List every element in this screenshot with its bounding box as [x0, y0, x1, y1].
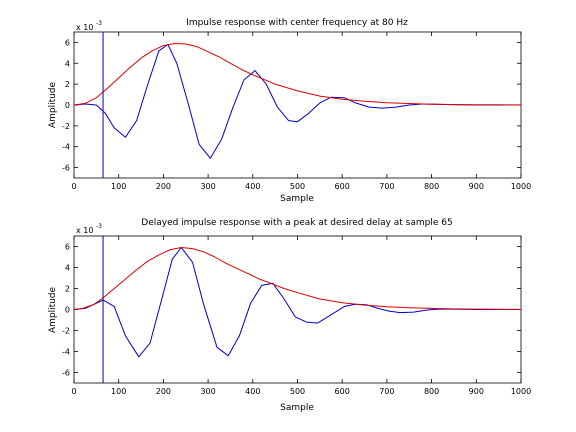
- y-tick-label: -4: [62, 143, 70, 152]
- top-plot-title: Impulse response with center frequency a…: [186, 18, 408, 28]
- y-tick-label: 2: [65, 285, 70, 294]
- x-tick-label: 1000: [511, 387, 531, 396]
- x-tick-label: 800: [424, 387, 439, 396]
- bottom-y-exponent: x 10 -3: [76, 223, 102, 235]
- x-tick-label: 900: [469, 182, 484, 191]
- y-tick-label: -6: [62, 369, 70, 378]
- y-tick-label: -2: [62, 327, 70, 336]
- x-tick-label: 200: [156, 182, 171, 191]
- top-y-exponent-base: x 10: [76, 23, 93, 32]
- bottom-x-axis-label: Sample: [280, 403, 314, 413]
- x-tick-label: 700: [379, 387, 394, 396]
- y-tick-label: 0: [65, 101, 70, 110]
- y-tick-label: 6: [65, 243, 70, 252]
- x-tick-label: 300: [200, 387, 215, 396]
- x-tick-label: 100: [111, 387, 126, 396]
- x-tick-label: 0: [71, 182, 76, 191]
- x-tick-label: 700: [379, 182, 394, 191]
- top-series-line-1: [73, 43, 522, 106]
- x-tick-label: 600: [335, 387, 350, 396]
- bottom-y-axis-label: Amplitude: [48, 286, 58, 333]
- x-tick-label: 600: [335, 182, 350, 191]
- y-tick-label: 4: [65, 59, 70, 68]
- bottom-series-line-1: [73, 247, 522, 310]
- top-y-axis-label: Amplitude: [48, 81, 58, 128]
- x-tick-label: 100: [111, 182, 126, 191]
- bottom-plot-series: [73, 236, 522, 383]
- top-plot-series: [73, 32, 522, 178]
- top-y-exponent-power: -3: [96, 20, 102, 27]
- bottom-plot-title: Delayed impulse response with a peak at …: [141, 218, 452, 228]
- top-x-axis-label: Sample: [280, 194, 314, 204]
- y-tick-label: -4: [62, 348, 70, 357]
- x-tick-label: 200: [156, 387, 171, 396]
- x-tick-label: 800: [424, 182, 439, 191]
- x-tick-label: 500: [290, 182, 305, 191]
- y-tick-label: 6: [65, 38, 70, 47]
- top-subplot: Impulse response with center frequency a…: [48, 18, 531, 204]
- x-tick-label: 400: [245, 387, 260, 396]
- y-tick-label: -2: [62, 122, 70, 131]
- x-tick-label: 0: [71, 387, 76, 396]
- x-tick-label: 300: [200, 182, 215, 191]
- bottom-x-axis: 0 100 200 300 400 500 600 700 800 900 1000: [71, 236, 531, 396]
- top-y-exponent: x 10 -3: [76, 20, 102, 32]
- x-tick-label: 900: [469, 387, 484, 396]
- x-tick-label: 500: [290, 387, 305, 396]
- y-tick-label: 4: [65, 264, 70, 273]
- top-y-axis: -6 -4 -2 0 2 4 6: [62, 38, 521, 173]
- top-x-axis: 0 100 200 300 400 500 600 700 800 900 1000: [71, 32, 531, 191]
- y-tick-label: 0: [65, 306, 70, 315]
- bottom-series-line-0: [73, 247, 522, 358]
- y-tick-label: 2: [65, 80, 70, 89]
- x-tick-label: 400: [245, 182, 260, 191]
- y-tick-label: -6: [62, 164, 70, 173]
- bottom-y-exponent-base: x 10: [76, 226, 93, 235]
- x-tick-label: 1000: [511, 182, 531, 191]
- bottom-subplot: Delayed impulse response with a peak at …: [48, 218, 531, 413]
- bottom-y-exponent-power: -3: [96, 223, 102, 230]
- top-series-line-0: [73, 44, 522, 159]
